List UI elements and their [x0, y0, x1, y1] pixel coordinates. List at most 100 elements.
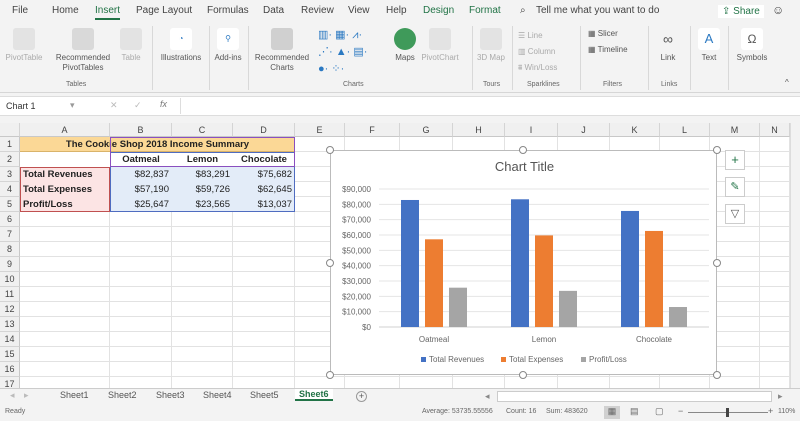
menu-page-layout[interactable]: Page Layout	[136, 5, 193, 16]
symbols-button[interactable]: Ω Symbols	[732, 28, 772, 63]
legend-entry[interactable]: Profit/Loss	[589, 355, 627, 364]
zoom-in-icon[interactable]: +	[768, 406, 774, 416]
share-button[interactable]: ⇪ Share	[718, 5, 764, 18]
column-header[interactable]: A	[20, 123, 110, 137]
smiley-icon[interactable]: ☺	[772, 3, 785, 17]
chart-filters-button[interactable]: ▽	[725, 204, 745, 224]
bar-total-expenses[interactable]	[535, 235, 553, 327]
row-header[interactable]: 7	[0, 227, 20, 242]
text-button[interactable]: A Text	[694, 28, 724, 63]
row-label-cell[interactable]: Total Revenues	[20, 167, 110, 182]
column-label-cell[interactable]: Oatmeal	[110, 152, 172, 167]
row-header[interactable]: 12	[0, 302, 20, 317]
cell-a2[interactable]	[20, 152, 110, 167]
row-header[interactable]: 4	[0, 182, 20, 197]
column-header[interactable]: E	[295, 123, 345, 137]
value-cell[interactable]: $25,647	[110, 197, 172, 212]
resize-handle[interactable]	[713, 371, 721, 379]
row-header[interactable]: 16	[0, 362, 20, 377]
addins-button[interactable]: ⚲ Add-ins	[212, 28, 244, 63]
row-header[interactable]: 5	[0, 197, 20, 212]
legend-entry[interactable]: Total Revenues	[429, 355, 484, 364]
illustrations-button[interactable]: ◔ Illustrations	[156, 28, 206, 63]
row-header[interactable]: 2	[0, 152, 20, 167]
column-header[interactable]: D	[233, 123, 295, 137]
row-header[interactable]: 6	[0, 212, 20, 227]
sheet-tab[interactable]: Sheet5	[250, 390, 279, 400]
horizontal-scrollbar[interactable]	[497, 391, 772, 402]
add-sheet-button[interactable]: +	[356, 391, 367, 402]
menu-insert[interactable]: Insert	[95, 5, 121, 20]
row-header[interactable]: 10	[0, 272, 20, 287]
cancel-icon[interactable]: ✕	[110, 100, 118, 110]
row-header[interactable]: 3	[0, 167, 20, 182]
column-header[interactable]: J	[558, 123, 610, 137]
menu-home[interactable]: Home	[52, 5, 79, 16]
page-break-view-icon[interactable]: ▢	[655, 406, 664, 416]
zoom-level[interactable]: 110%	[778, 408, 796, 415]
row-header[interactable]: 15	[0, 347, 20, 362]
column-label-cell[interactable]: Chocolate	[233, 152, 295, 167]
chart-styles-button[interactable]: ✎	[725, 177, 745, 197]
table-title-cell[interactable]: The Cookie Shop 2018 Income Summary	[20, 137, 295, 152]
column-label-cell[interactable]: Lemon	[172, 152, 233, 167]
3d-map-button[interactable]: 3D Map	[476, 28, 506, 63]
column-header[interactable]: L	[660, 123, 710, 137]
resize-handle[interactable]	[519, 371, 527, 379]
column-header[interactable]: B	[110, 123, 172, 137]
bar-profit-loss[interactable]	[559, 290, 577, 327]
formula-input[interactable]	[180, 98, 798, 114]
column-header[interactable]: N	[760, 123, 790, 137]
value-cell[interactable]: $13,037	[233, 197, 295, 212]
row-label-cell[interactable]: Total Expenses	[20, 182, 110, 197]
value-cell[interactable]: $59,726	[172, 182, 233, 197]
column-header[interactable]: F	[345, 123, 400, 137]
menu-data[interactable]: Data	[263, 5, 285, 16]
table-button[interactable]: Table	[116, 28, 146, 63]
menu-formulas[interactable]: Formulas	[207, 5, 249, 16]
zoom-out-icon[interactable]: −	[678, 406, 684, 416]
scroll-right-icon[interactable]: ▸	[778, 391, 783, 401]
value-cell[interactable]: $82,837	[110, 167, 172, 182]
value-cell[interactable]: $23,565	[172, 197, 233, 212]
zoom-slider-thumb[interactable]	[726, 408, 729, 417]
maps-button[interactable]: Maps	[390, 28, 420, 63]
bar-profit-loss[interactable]	[449, 287, 467, 327]
bar-total-expenses[interactable]	[645, 230, 663, 327]
sheet-tab[interactable]: Sheet2	[108, 390, 137, 400]
normal-view-icon[interactable]: ▦	[604, 406, 620, 419]
bar-total-revenues[interactable]	[401, 199, 419, 327]
value-cell[interactable]: $57,190	[110, 182, 172, 197]
column-header[interactable]: I	[505, 123, 558, 137]
link-button[interactable]: ∞ Link	[652, 28, 684, 63]
resize-handle[interactable]	[519, 146, 527, 154]
row-header[interactable]: 1	[0, 137, 20, 152]
menu-format[interactable]: Format	[469, 5, 501, 16]
slicer-button[interactable]: ▦ Slicer	[588, 29, 618, 38]
value-cell[interactable]: $62,645	[233, 182, 295, 197]
sheet-tab[interactable]: Sheet6	[295, 389, 333, 401]
column-header[interactable]: K	[610, 123, 660, 137]
value-cell[interactable]: $75,682	[233, 167, 295, 182]
sheet-tab[interactable]: Sheet4	[203, 390, 232, 400]
column-header[interactable]: M	[710, 123, 760, 137]
next-sheet-icon[interactable]: ▸	[24, 390, 29, 400]
vertical-scrollbar[interactable]	[790, 123, 800, 388]
bar-total-revenues[interactable]	[511, 199, 529, 327]
row-header[interactable]: 14	[0, 332, 20, 347]
legend-entry[interactable]: Total Expenses	[509, 355, 563, 364]
column-header[interactable]: H	[453, 123, 505, 137]
page-layout-view-icon[interactable]: ▤	[630, 406, 639, 416]
resize-handle[interactable]	[326, 371, 334, 379]
row-header[interactable]: 11	[0, 287, 20, 302]
name-box[interactable]: Chart 1	[6, 101, 36, 111]
row-header[interactable]: 9	[0, 257, 20, 272]
scroll-left-icon[interactable]: ◂	[485, 391, 490, 401]
chart-type-gallery[interactable]: ▥· ▦· ⩘· ⋰· ▲· ▤· ●· ⁘·	[318, 27, 388, 78]
row-header[interactable]: 17	[0, 377, 20, 388]
menu-file[interactable]: File	[12, 5, 29, 16]
sparkline-winloss-button[interactable]: ⩩ Win/Loss	[518, 63, 558, 72]
tell-me-input[interactable]: Tell me what you want to do	[536, 5, 660, 16]
collapse-ribbon-icon[interactable]: ^	[785, 78, 789, 87]
resize-handle[interactable]	[326, 259, 334, 267]
